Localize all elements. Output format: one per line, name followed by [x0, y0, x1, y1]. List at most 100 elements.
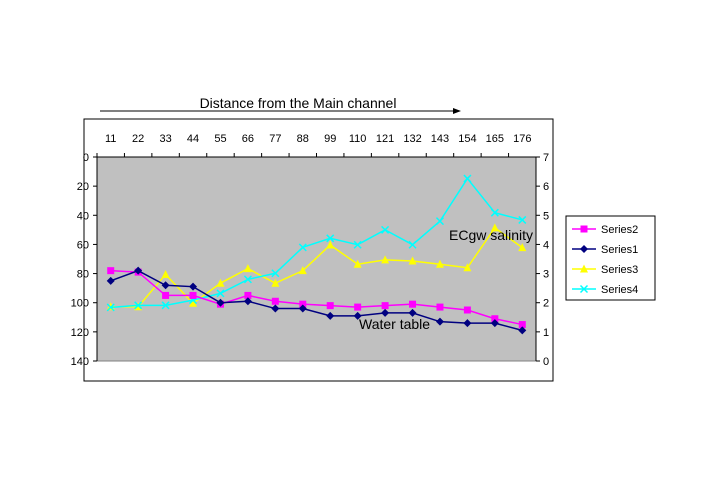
left-tick-label: 140: [71, 356, 89, 368]
series-series2: [107, 267, 526, 329]
series-line: [110, 269, 523, 326]
right-tick-label: 7: [543, 152, 549, 164]
data-point: [435, 259, 444, 268]
right-tick-label: 1: [543, 327, 549, 339]
x-tick-label: 99: [324, 133, 336, 145]
data-point: [381, 302, 389, 310]
data-point: [326, 311, 335, 320]
data-point: [189, 291, 197, 299]
left-tick-label: 60: [77, 239, 89, 251]
data-point: [106, 276, 115, 285]
x-tick-label: 33: [159, 133, 171, 145]
data-point: [408, 256, 417, 265]
series-line: [110, 269, 523, 332]
x-tick-label: 66: [242, 133, 254, 145]
data-point: [408, 240, 417, 249]
data-point: [408, 308, 417, 317]
data-point: [381, 255, 390, 264]
direction-arrow: [100, 108, 461, 114]
data-point: [490, 208, 499, 217]
data-point: [381, 225, 390, 234]
series-series3: [106, 223, 527, 311]
data-point: [271, 297, 279, 305]
data-point: [518, 215, 527, 224]
data-point: [271, 304, 280, 313]
data-point: [134, 301, 143, 310]
data-point: [106, 303, 115, 312]
x-tick-label: 176: [513, 133, 531, 145]
plot-area: [96, 156, 537, 362]
legend-label: Series4: [601, 284, 638, 296]
left-tick-label: 120: [71, 327, 89, 339]
data-point: [134, 266, 143, 275]
data-point: [298, 266, 307, 275]
series-series4: [106, 174, 527, 312]
data-point: [243, 297, 252, 306]
x-tick-label: 44: [187, 133, 199, 145]
x-tick-label: 22: [132, 133, 144, 145]
legend-label: Series1: [601, 244, 638, 256]
data-point: [463, 319, 472, 328]
data-point: [353, 240, 362, 249]
left-tick-label: 100: [71, 298, 89, 310]
data-point: [271, 269, 280, 278]
left-tick-label: 0: [83, 152, 89, 164]
x-tick-label: 110: [349, 133, 367, 145]
legend-marker: [580, 264, 588, 273]
data-point: [161, 269, 170, 278]
x-tick-label: 165: [486, 133, 504, 145]
data-point: [463, 306, 471, 314]
data-point: [436, 303, 444, 311]
data-point: [490, 319, 499, 328]
data-point: [326, 302, 334, 310]
data-point: [189, 282, 198, 291]
data-point: [161, 301, 170, 310]
data-point: [353, 311, 362, 320]
x-tick-label: 121: [376, 133, 394, 145]
legend: Series2 Series1 Series3 Series4: [565, 215, 656, 301]
data-point: [216, 298, 225, 307]
legend-label: Series2: [601, 224, 638, 236]
data-point: [298, 304, 307, 313]
x-tick-label: 11: [105, 133, 116, 145]
data-point: [518, 321, 526, 329]
data-point: [216, 278, 225, 287]
annotation-water-table: Water table: [359, 316, 430, 332]
x-tick-label: 88: [297, 133, 309, 145]
data-point: [162, 291, 170, 299]
right-tick-label: 6: [543, 181, 549, 193]
data-point: [298, 243, 307, 252]
data-point: [435, 217, 444, 226]
legend-marker: [580, 245, 588, 253]
series-line: [110, 226, 523, 308]
data-point: [381, 308, 390, 317]
right-tick-label: 3: [543, 269, 549, 281]
data-point: [106, 302, 115, 311]
series-line: [110, 177, 523, 309]
data-point: [409, 300, 417, 308]
data-point: [463, 174, 472, 183]
data-point: [354, 303, 362, 311]
x-tick-label: 132: [403, 133, 421, 145]
data-point: [161, 281, 170, 290]
annotation-ecgw-salinity: ECgw salinity: [449, 227, 533, 243]
chart-title: Distance from the Main channel: [200, 95, 397, 111]
right-tick-label: 4: [543, 239, 549, 251]
x-tick-label: 77: [269, 133, 281, 145]
right-tick-label: 5: [543, 210, 549, 222]
data-point: [353, 259, 362, 268]
data-point: [216, 289, 225, 298]
data-point: [326, 234, 335, 243]
data-point: [243, 264, 252, 273]
data-point: [189, 298, 198, 307]
x-tick-label: 55: [214, 133, 226, 145]
data-point: [271, 278, 280, 287]
x-tick-label: 154: [458, 133, 476, 145]
data-point: [243, 275, 252, 284]
right-tick-label: 0: [543, 356, 549, 368]
data-point: [490, 223, 499, 232]
series-series1: [106, 266, 527, 335]
data-point: [518, 243, 527, 252]
data-point: [463, 263, 472, 272]
